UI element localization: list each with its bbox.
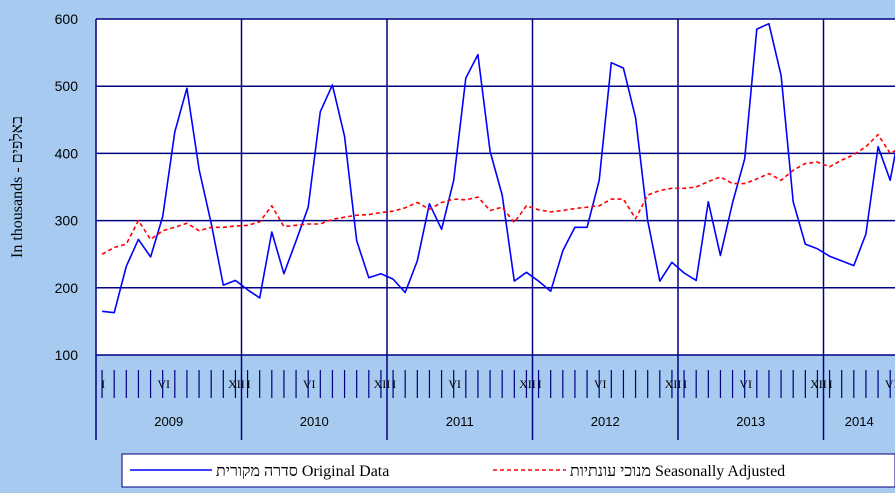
month-marker-label: VI (739, 377, 752, 391)
y-tick-label: 300 (55, 213, 79, 229)
year-label: 2010 (300, 414, 329, 429)
month-marker-label: VI (157, 377, 170, 391)
year-label: 2009 (154, 414, 183, 429)
month-marker-label: I (683, 377, 687, 391)
y-axis-label: In thousands - באלפים (8, 116, 26, 258)
series-group (101, 22, 895, 314)
series-line-original (102, 22, 895, 314)
month-marker-label: I (538, 377, 542, 391)
month-marker-label: I (247, 377, 251, 391)
y-tick-label: 200 (55, 280, 79, 296)
y-tick-label: 100 (55, 347, 79, 363)
year-label: 2014 (845, 414, 874, 429)
grid (95, 18, 895, 440)
month-marker-label: VI (448, 377, 461, 391)
y-tick-label: 600 (55, 11, 79, 27)
month-marker-label: I (101, 377, 105, 391)
legend-label-original: סדרה מקורית Original Data (216, 463, 389, 480)
y-tick-label: 500 (55, 78, 79, 94)
month-marker-label: I (392, 377, 396, 391)
month-marker-label: XII (519, 377, 536, 391)
plot-area (96, 19, 895, 355)
year-label: 2012 (591, 414, 620, 429)
month-marker-label: VI (885, 377, 895, 391)
year-label: 2011 (446, 414, 474, 429)
y-ticks: 100 200 300 400 500 600 (55, 11, 79, 363)
year-label: 2013 (736, 414, 765, 429)
month-marker-label: XII (374, 377, 391, 391)
month-marker-label: XII (810, 377, 827, 391)
legend: סדרה מקורית Original Data מנוכי עונתיות … (121, 453, 895, 488)
legend-label-seasonal: מנוכי עונתיות Seasonally Adjusted (570, 463, 785, 480)
month-marker-label: VI (303, 377, 316, 391)
y-tick-label: 400 (55, 145, 79, 161)
month-marker-label: VI (594, 377, 607, 391)
series-line-seasonally-adjusted (101, 133, 895, 255)
month-marker-label: XII (228, 377, 245, 391)
month-marker-label: I (829, 377, 833, 391)
month-marker-label: XII (665, 377, 682, 391)
